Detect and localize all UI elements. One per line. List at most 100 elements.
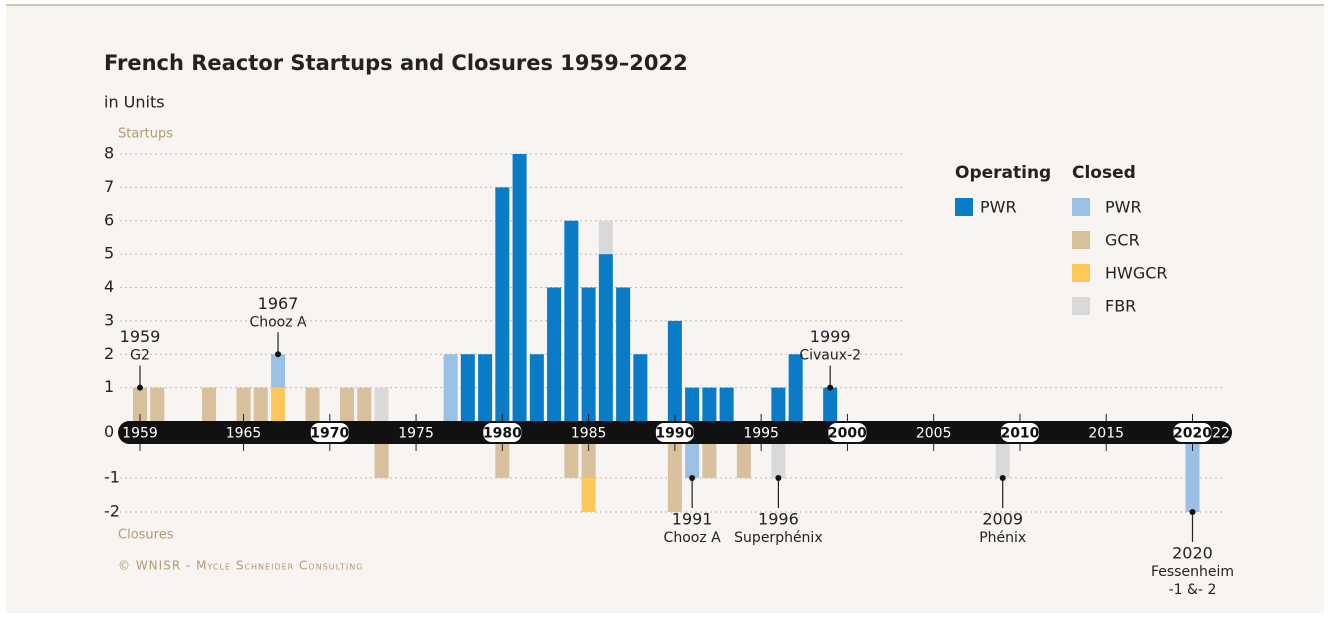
y-tick-label: 0 [104, 422, 114, 441]
legend-swatch [955, 198, 973, 216]
annotation-text: 2009 [982, 510, 1023, 529]
annotation-text: Superphénix [734, 530, 822, 546]
bar [202, 387, 217, 421]
x-tick-label: 2010 [1000, 426, 1039, 442]
x-tick-label: 2020 [1173, 426, 1212, 442]
y-tick-label: 8 [104, 144, 114, 163]
x-tick-highlight [1173, 423, 1212, 442]
annotation-text: Chooz A [249, 314, 307, 330]
x-tick-label: 1985 [571, 426, 607, 442]
legend-label: PWR [1105, 198, 1142, 217]
bar [271, 354, 286, 388]
bar [598, 220, 613, 255]
bar [478, 354, 493, 421]
bar [788, 354, 803, 421]
y-tick-label: 1 [104, 377, 114, 396]
y-tick-label: -1 [104, 468, 120, 487]
bar [616, 287, 631, 421]
x-tick-label: 22 [1212, 426, 1230, 442]
x-tick-label: 1970 [310, 426, 349, 442]
y-tick-label: 7 [104, 177, 114, 196]
bar [236, 387, 251, 421]
annotation-text: 2020 [1172, 544, 1213, 563]
x-tick-highlight [655, 423, 694, 442]
credit: © WNISR - Mycle Schneider Consulting [118, 559, 363, 573]
bar [823, 387, 838, 421]
bar [685, 387, 700, 421]
annotation-text: 1959 [120, 327, 161, 346]
annotation-dot [827, 384, 834, 391]
legend-group: Operating [955, 163, 1051, 183]
bar [357, 387, 372, 421]
legend-swatch [1072, 264, 1090, 282]
y-tick-label: 6 [104, 210, 114, 229]
legend-swatch [1072, 231, 1090, 249]
x-tick-label: 1959 [122, 426, 158, 442]
y-label-top: Startups [118, 127, 173, 142]
bar [495, 187, 510, 421]
annotation-text: Phénix [979, 530, 1026, 546]
legend-swatch [1072, 198, 1090, 216]
legend-label: HWGCR [1105, 264, 1168, 283]
annotation-dot [275, 351, 282, 358]
x-tick-highlight [1000, 423, 1039, 442]
annotation-dot [999, 475, 1006, 481]
bar [460, 354, 475, 421]
annotation-text: 1999 [810, 327, 851, 346]
bar [581, 478, 596, 512]
annotation-dot [689, 475, 696, 481]
bar [547, 287, 562, 421]
annotation-text: 1996 [758, 510, 799, 529]
bar [150, 387, 165, 421]
bar [253, 387, 268, 421]
x-tick-label: 1965 [226, 426, 262, 442]
bar [719, 387, 734, 421]
x-tick-label: 2015 [1088, 426, 1124, 442]
bar [702, 387, 717, 421]
x-tick-label: 1980 [483, 426, 522, 442]
x-tick-label: 1975 [398, 426, 434, 442]
x-tick-label: 2000 [828, 426, 867, 442]
y-label-bottom: Closures [118, 528, 174, 543]
legend-group: Closed [1072, 163, 1136, 183]
x-tick-highlight [310, 423, 349, 442]
bar [340, 387, 355, 421]
x-tick-highlight [828, 423, 867, 442]
x-tick-label: 1990 [655, 426, 694, 442]
bar [305, 387, 320, 421]
annotation-dot [775, 475, 782, 481]
bar [564, 220, 579, 421]
y-tick-label: 3 [104, 310, 114, 329]
bar [443, 354, 458, 421]
bar [633, 354, 648, 421]
bar [667, 320, 682, 421]
y-tick-label: 5 [104, 244, 114, 263]
x-tick-highlight [483, 423, 522, 442]
y-tick-label: -2 [104, 502, 120, 521]
bar [529, 354, 544, 421]
y-tick-label: 4 [104, 277, 114, 296]
legend-label: GCR [1105, 231, 1140, 250]
bar [771, 387, 786, 421]
annotation-text: 1991 [672, 510, 713, 529]
bar [374, 387, 389, 421]
bar [133, 387, 147, 421]
subtitle: in Units [104, 93, 165, 112]
annotation-dot [1189, 509, 1196, 515]
legend-label: FBR [1105, 297, 1136, 316]
legend-swatch [1072, 297, 1090, 315]
legend-label: PWR [980, 198, 1017, 217]
annotation-text: -1 &- 2 [1169, 582, 1217, 598]
x-tick-label: 1995 [743, 426, 779, 442]
bar [512, 154, 527, 421]
annotation-text: 1967 [258, 294, 299, 313]
bar [271, 387, 286, 421]
bar [598, 254, 613, 421]
annotation-text: Fessenheim [1151, 564, 1234, 580]
y-tick-label: 2 [104, 344, 114, 363]
x-tick-label: 2005 [916, 426, 952, 442]
chart-title: French Reactor Startups and Closures 195… [104, 51, 688, 75]
annotation-dot [137, 384, 143, 391]
annotation-text: Chooz A [664, 530, 722, 546]
